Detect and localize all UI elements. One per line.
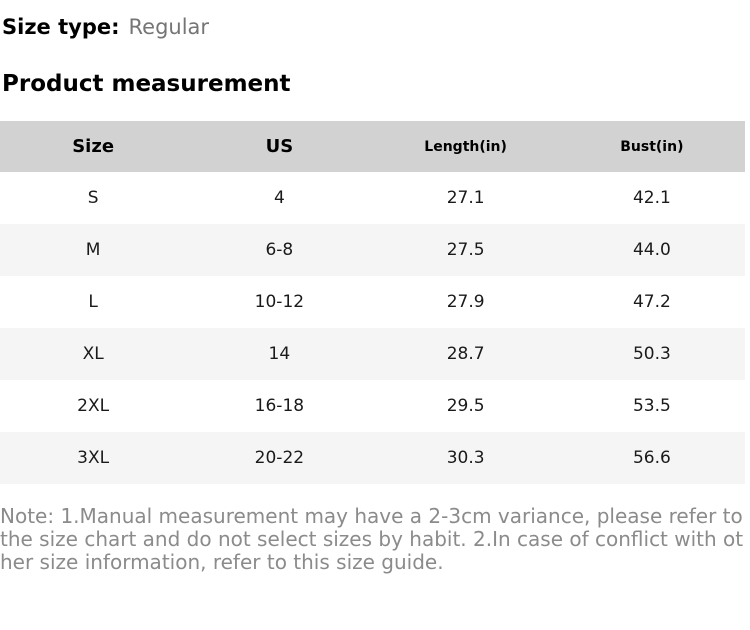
cell-length: 28.7 xyxy=(446,344,485,364)
size-type-row: Size type: Regular xyxy=(0,13,750,41)
cell-length: 27.9 xyxy=(446,292,485,312)
cell-us: 20-22 xyxy=(254,448,305,468)
column-header-length: Length(in) xyxy=(424,138,507,155)
cell-length: 27.5 xyxy=(446,240,485,260)
cell-bust: 47.2 xyxy=(632,292,671,312)
cell-size: M xyxy=(85,240,101,260)
column-header-us: US xyxy=(265,136,294,157)
table-header-row: Size US Length(in) Bust(in) xyxy=(0,121,745,172)
cell-us: 6-8 xyxy=(265,240,294,260)
table-row: 2XL 16-18 29.5 53.5 xyxy=(0,380,745,432)
cell-size: L xyxy=(88,292,98,312)
cell-bust: 44.0 xyxy=(632,240,671,260)
table-row: XL 14 28.7 50.3 xyxy=(0,328,745,380)
product-measurement-title: Product measurement xyxy=(2,71,291,97)
cell-length: 29.5 xyxy=(446,396,485,416)
measurement-note: Note: 1.Manual measurement may have a 2-… xyxy=(0,504,744,574)
column-header-bust: Bust(in) xyxy=(620,138,684,155)
cell-bust: 53.5 xyxy=(632,396,671,416)
table-row: M 6-8 27.5 44.0 xyxy=(0,224,745,276)
cell-us: 4 xyxy=(273,188,285,208)
table-row: S 4 27.1 42.1 xyxy=(0,172,745,224)
table-row: 3XL 20-22 30.3 56.6 xyxy=(0,432,745,484)
cell-length: 30.3 xyxy=(446,448,485,468)
cell-size: 2XL xyxy=(77,396,110,416)
column-header-size: Size xyxy=(72,136,115,157)
cell-us: 16-18 xyxy=(254,396,305,416)
size-type-label: Size type: xyxy=(2,15,120,39)
cell-size: S xyxy=(87,188,99,208)
cell-bust: 56.6 xyxy=(632,448,671,468)
cell-us: 10-12 xyxy=(254,292,305,312)
size-chart-table: Size US Length(in) Bust(in) S 4 27.1 42.… xyxy=(0,121,745,484)
size-type-value: Regular xyxy=(128,15,210,39)
cell-us: 14 xyxy=(268,344,291,364)
cell-length: 27.1 xyxy=(446,188,485,208)
cell-bust: 42.1 xyxy=(632,188,671,208)
cell-size: XL xyxy=(82,344,104,364)
table-row: L 10-12 27.9 47.2 xyxy=(0,276,745,328)
cell-bust: 50.3 xyxy=(632,344,671,364)
cell-size: 3XL xyxy=(77,448,110,468)
